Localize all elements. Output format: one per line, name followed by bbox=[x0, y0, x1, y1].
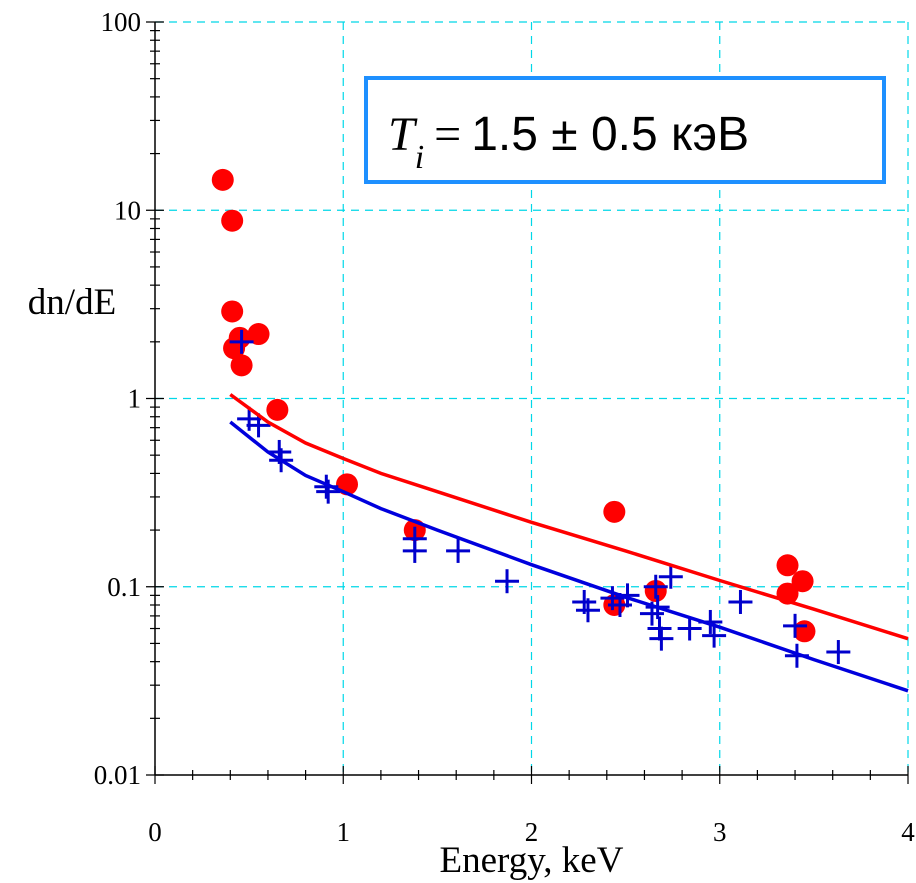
data-point-circle bbox=[247, 323, 270, 346]
data-point-plus bbox=[643, 574, 668, 599]
y-tick-label: 10 bbox=[114, 195, 141, 225]
x-axis-label: Energy, keV bbox=[440, 840, 624, 881]
x-tick-label: 2 bbox=[525, 817, 539, 847]
data-point-plus bbox=[575, 598, 600, 623]
annotation-frame bbox=[364, 76, 886, 184]
data-point-plus bbox=[495, 569, 520, 594]
data-point-circle bbox=[228, 326, 251, 349]
x-tick-label: 3 bbox=[713, 817, 727, 847]
data-point-plus bbox=[229, 329, 254, 354]
fit-line bbox=[229, 420, 909, 693]
annotation-equals: = bbox=[434, 108, 461, 161]
data-point-plus bbox=[826, 640, 851, 665]
annotation-value: 1.5 ± 0.5 кэВ bbox=[471, 108, 749, 161]
data-point-plus bbox=[677, 616, 702, 641]
data-point-plus bbox=[658, 564, 683, 589]
data-point-circle bbox=[793, 620, 816, 643]
svg-text:Ti=1.5 ± 0.5 кэВ: Ti = 1.5 ± 0.5 кэВ bbox=[388, 108, 749, 176]
data-point-circle bbox=[221, 209, 244, 232]
data-point-circle bbox=[776, 554, 799, 577]
data-point-circle bbox=[230, 354, 253, 377]
data-point-circle bbox=[221, 300, 244, 323]
y-tick-label: 100 bbox=[101, 7, 142, 37]
data-point-plus bbox=[649, 626, 674, 651]
data-point-plus bbox=[783, 613, 808, 638]
y-tick-label: 1 bbox=[128, 384, 142, 414]
data-point-circle bbox=[211, 168, 234, 191]
x-tick-label: 0 bbox=[148, 817, 162, 847]
text-layer: 0.01 0.1 1 10 100 0 1 2 3 4 Energy, keV dn/dE bbox=[28, 7, 915, 881]
data-point-plus bbox=[402, 538, 427, 563]
annotation-symbol: T bbox=[388, 108, 418, 161]
data-point-plus bbox=[647, 616, 672, 641]
annotation-subscript: i bbox=[415, 139, 424, 176]
data-point-circle bbox=[603, 500, 626, 523]
data-point-plus bbox=[728, 589, 753, 614]
series-1 bbox=[229, 329, 851, 668]
series-layer bbox=[211, 168, 909, 693]
data-point-plus bbox=[702, 623, 727, 648]
series-3 bbox=[229, 420, 909, 693]
data-point-circle bbox=[791, 570, 814, 593]
y-tick-label: 0.01 bbox=[94, 760, 141, 790]
series-0 bbox=[211, 168, 816, 643]
data-point-plus bbox=[246, 413, 271, 438]
fit-line bbox=[229, 393, 909, 641]
series-2 bbox=[229, 393, 909, 641]
data-point-circle bbox=[266, 398, 289, 421]
legend-box: Ti = 1.5 ± 0.5 кэВ bbox=[364, 76, 886, 184]
x-tick-label: 4 bbox=[901, 817, 915, 847]
axes-layer bbox=[146, 21, 909, 784]
x-tick-label: 1 bbox=[337, 817, 351, 847]
y-axis-label: dn/dE bbox=[28, 282, 116, 323]
data-point-plus bbox=[446, 538, 471, 563]
y-tick-label: 0.1 bbox=[107, 572, 141, 602]
